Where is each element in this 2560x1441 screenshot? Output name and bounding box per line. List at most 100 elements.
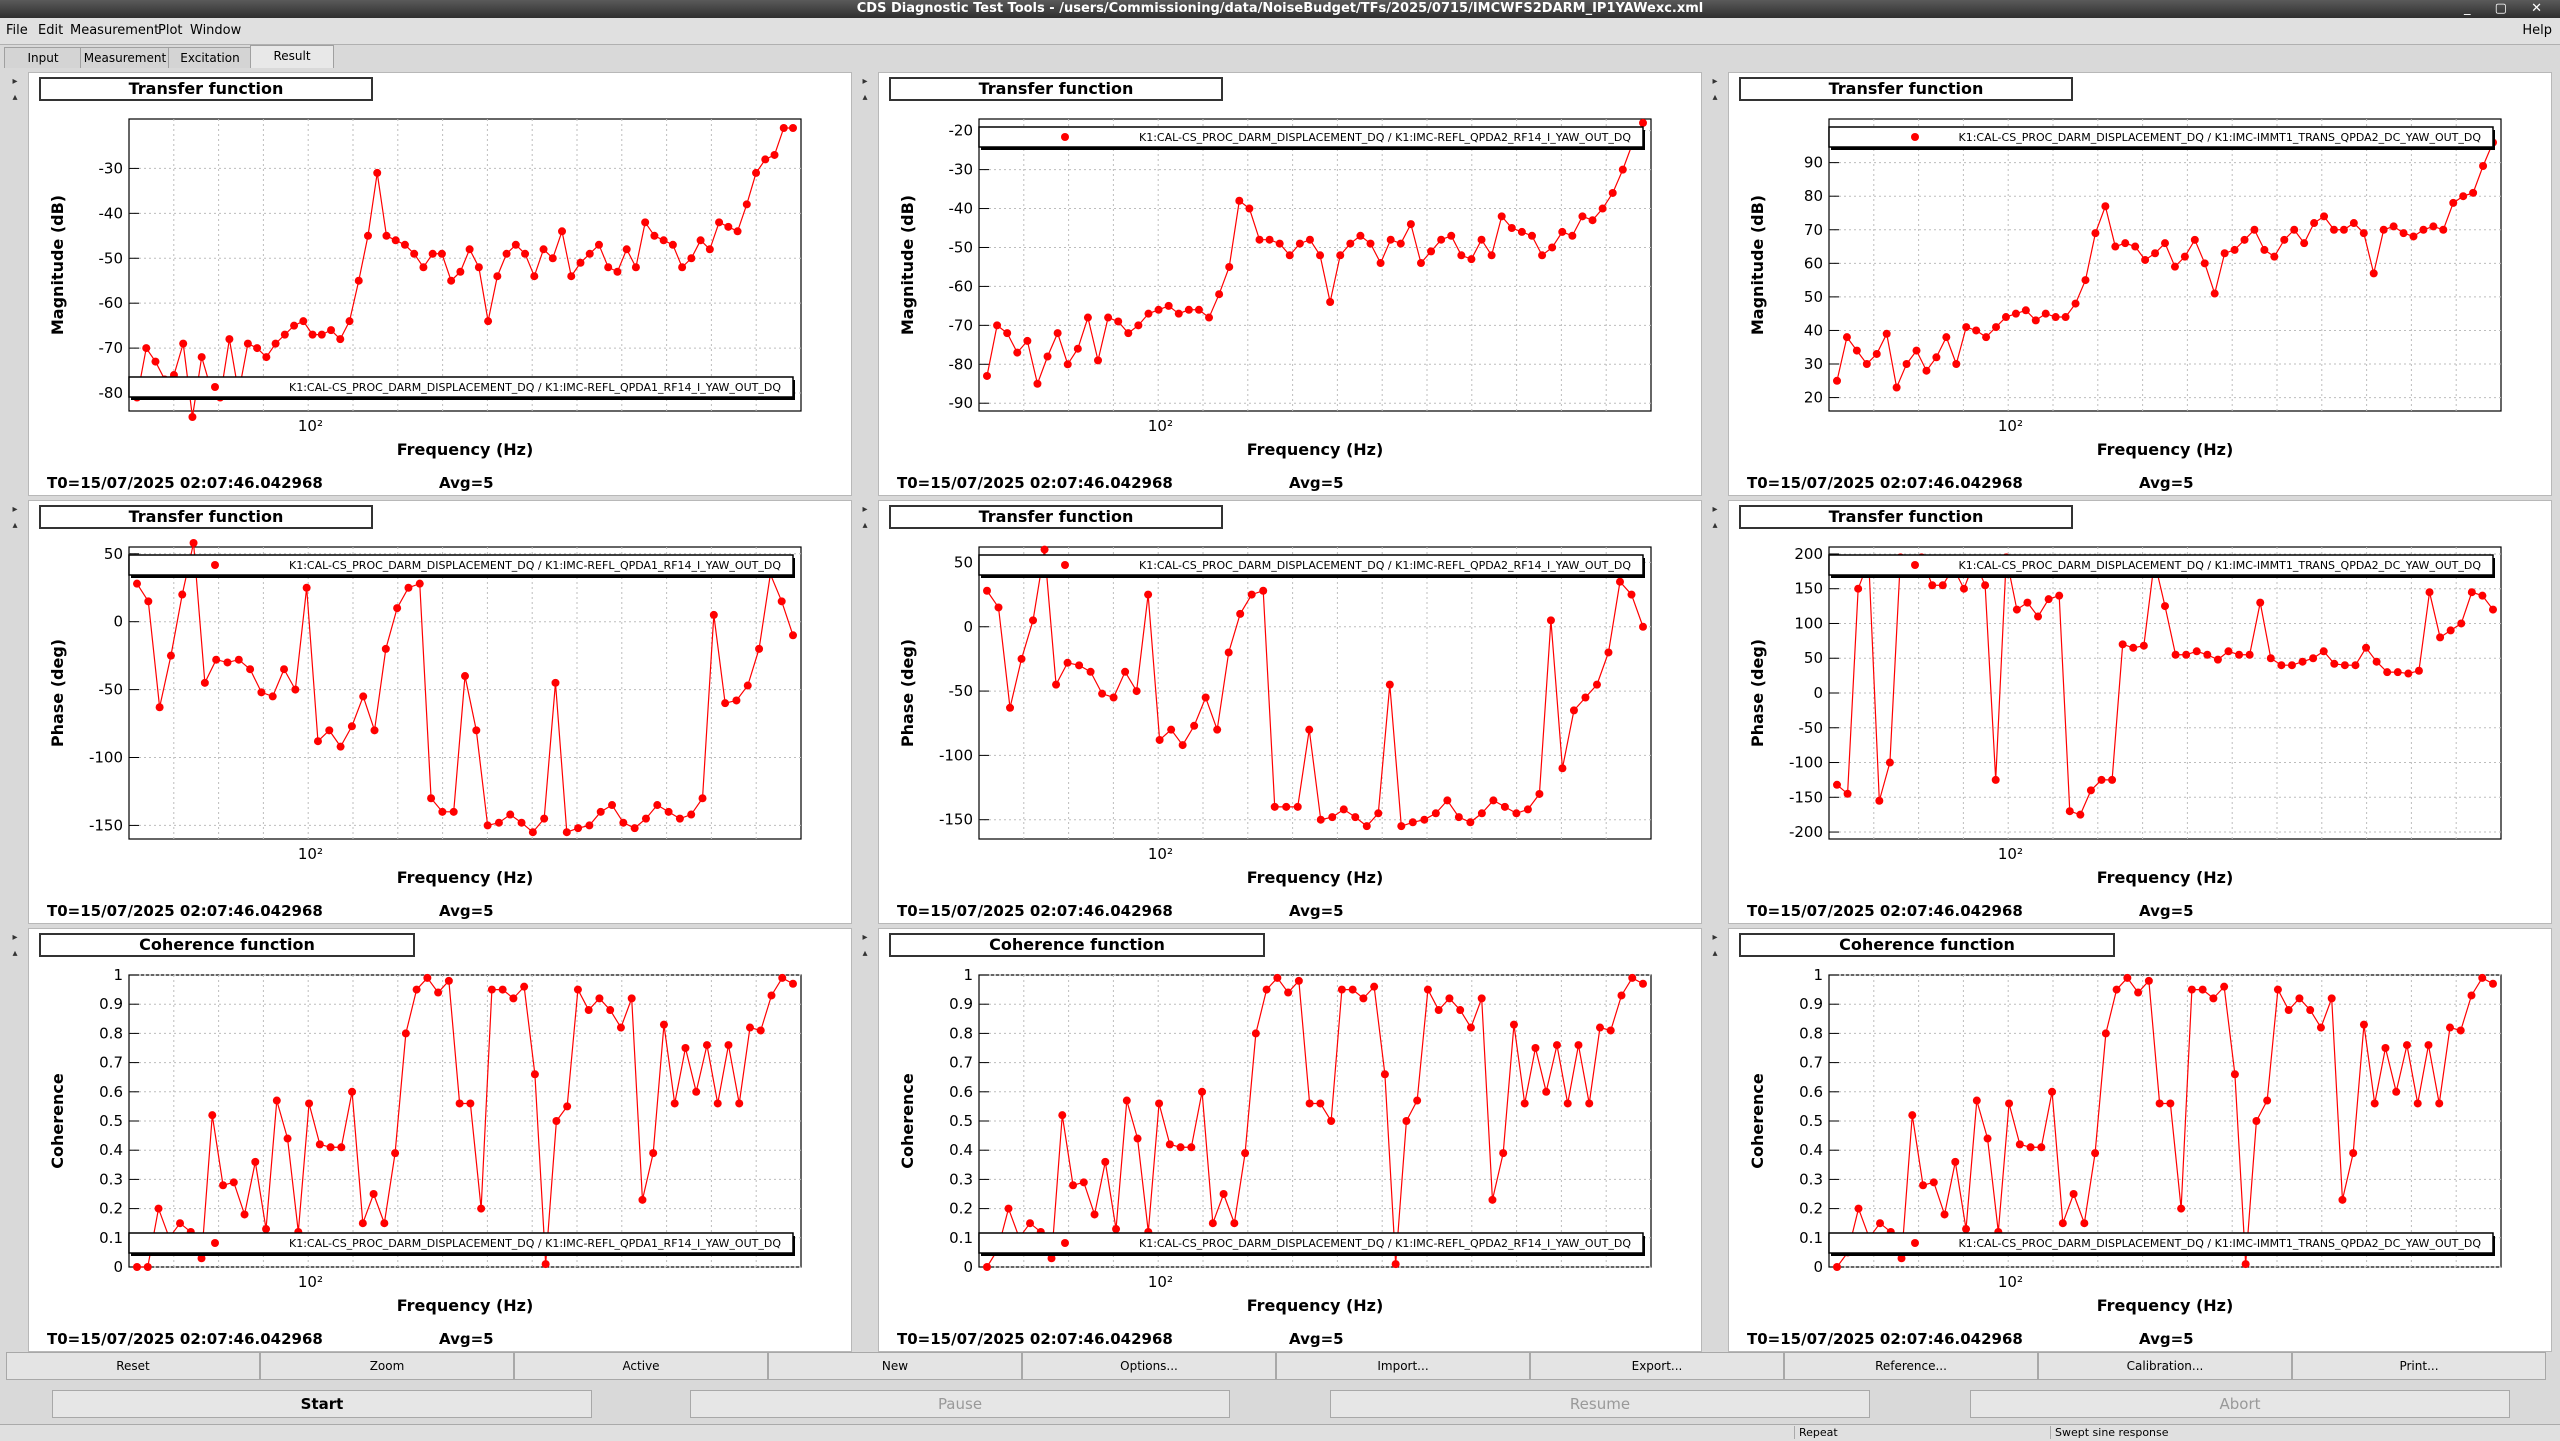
arrow-up-icon[interactable]: ▴ (1712, 948, 1718, 959)
legend-box[interactable]: K1:CAL-CS_PROC_DARM_DISPLACEMENT_DQ / K1… (1828, 554, 2495, 578)
pad-scroll-arrows[interactable]: ▸ ▴ (858, 74, 872, 106)
arrow-right-icon[interactable]: ▸ (12, 504, 18, 515)
data-point (1328, 813, 1337, 822)
tab-input[interactable]: Input (4, 47, 82, 68)
arrow-right-icon[interactable]: ▸ (862, 932, 868, 943)
pause-button[interactable]: Pause (690, 1390, 1230, 1418)
plot-canvas[interactable]: 1 0.9 0.8 0.7 0.6 0.5 0.4 0.3 0.2 0.1 0 10² Frequenc… (29, 929, 851, 1327)
arrow-right-icon[interactable]: ▸ (862, 76, 868, 87)
plot-footer: T0=15/07/2025 02:07:46.042968 Avg=5 (29, 899, 851, 923)
plot-panel[interactable]: Coherence function 1 0.9 0.8 0.7 0.6 0.5 0.4 0.3… (1728, 928, 2552, 1352)
plot-canvas[interactable]: 1 0.9 0.8 0.7 0.6 0.5 0.4 0.3 0.2 0.1 0 10² Frequenc… (879, 929, 1701, 1327)
legend-box[interactable]: K1:CAL-CS_PROC_DARM_DISPLACEMENT_DQ / K1… (1828, 126, 2495, 150)
legend-box[interactable]: K1:CAL-CS_PROC_DARM_DISPLACEMENT_DQ / K1… (128, 554, 795, 578)
arrow-up-icon[interactable]: ▴ (12, 92, 18, 103)
pad-scroll-arrows[interactable]: ▸ ▴ (1708, 74, 1722, 106)
data-point (777, 597, 786, 606)
data-point (745, 1023, 754, 1032)
plot-canvas[interactable]: 50 0 -50 -100 -150 10² Frequency (Hz) Phase (de… (879, 501, 1701, 899)
tab-measurement[interactable]: Measurement (80, 47, 170, 68)
arrow-right-icon[interactable]: ▸ (12, 76, 18, 87)
abort-button[interactable]: Abort (1970, 1390, 2510, 1418)
data-point (2026, 1143, 2035, 1152)
arrow-right-icon[interactable]: ▸ (1712, 76, 1718, 87)
arrow-right-icon[interactable]: ▸ (1712, 504, 1718, 515)
data-point (1327, 1117, 1336, 1125)
arrow-up-icon[interactable]: ▴ (862, 92, 868, 103)
plot-canvas[interactable]: 90 80 70 60 50 40 30 20 10² Frequency (Hz) Magnitu… (1729, 73, 2551, 471)
arrow-up-icon[interactable]: ▴ (12, 948, 18, 959)
reference-button[interactable]: Reference... (1784, 1352, 2038, 1380)
print-button[interactable]: Print... (2292, 1352, 2546, 1380)
plot-panel[interactable]: Transfer function -30 -40 -50 -60 -70 -80 10² Fr… (28, 72, 852, 496)
import-button[interactable]: Import... (1276, 1352, 1530, 1380)
plot-canvas[interactable]: 1 0.9 0.8 0.7 0.6 0.5 0.4 0.3 0.2 0.1 0 10² Frequenc… (1729, 929, 2551, 1327)
data-point (1236, 609, 1245, 618)
export-button[interactable]: Export... (1530, 1352, 1784, 1380)
plot-canvas[interactable]: -20 -30 -40 -50 -60 -70 -80 -90 10² Frequency (Hz… (879, 73, 1701, 471)
pad-scroll-arrows[interactable]: ▸ ▴ (858, 930, 872, 962)
calibration-button[interactable]: Calibration... (2038, 1352, 2292, 1380)
active-button[interactable]: Active (514, 1352, 768, 1380)
legend-box[interactable]: K1:CAL-CS_PROC_DARM_DISPLACEMENT_DQ / K1… (978, 554, 1645, 578)
plot-canvas[interactable]: 200 150 100 50 0 -50 -100 -150 -200 10² Frequency … (1729, 501, 2551, 899)
data-point (1938, 581, 1947, 590)
legend-box[interactable]: K1:CAL-CS_PROC_DARM_DISPLACEMENT_DQ / K1… (1828, 1232, 2495, 1256)
data-point (1359, 994, 1368, 1003)
arrow-right-icon[interactable]: ▸ (1712, 932, 1718, 943)
data-point (2151, 249, 2160, 258)
plot-panel[interactable]: Transfer function 90 80 70 60 50 40 30 20 10² Freq… (1728, 72, 2552, 496)
options-button[interactable]: Options... (1022, 1352, 1276, 1380)
plot-panel[interactable]: Transfer function 50 0 -50 -100 -150 10² Freque… (28, 500, 852, 924)
reset-button[interactable]: Reset (6, 1352, 260, 1380)
tab-result[interactable]: Result (250, 45, 334, 68)
plot-panel[interactable]: Coherence function 1 0.9 0.8 0.7 0.6 0.5 0.4 0.3… (28, 928, 852, 1352)
x-axis-label: Frequency (Hz) (1247, 440, 1384, 459)
legend-box[interactable]: K1:CAL-CS_PROC_DARM_DISPLACEMENT_DQ / K1… (128, 1232, 795, 1256)
arrow-up-icon[interactable]: ▴ (1712, 92, 1718, 103)
start-button[interactable]: Start (52, 1390, 592, 1418)
plot-canvas[interactable]: 50 0 -50 -100 -150 10² Frequency (Hz) Phase (de… (29, 501, 851, 899)
legend-box[interactable]: K1:CAL-CS_PROC_DARM_DISPLACEMENT_DQ / K1… (978, 126, 1645, 150)
arrow-right-icon[interactable]: ▸ (12, 932, 18, 943)
data-point (2134, 988, 2143, 997)
tab-excitation[interactable]: Excitation (168, 47, 252, 68)
legend-box[interactable]: K1:CAL-CS_PROC_DARM_DISPLACEMENT_DQ / K1… (978, 1232, 1645, 1256)
pad-scroll-arrows[interactable]: ▸ ▴ (8, 502, 22, 534)
arrow-right-icon[interactable]: ▸ (862, 504, 868, 515)
resume-button[interactable]: Resume (1330, 1390, 1870, 1418)
window-controls[interactable]: _ ▢ ✕ (2464, 1, 2552, 16)
data-point (2123, 973, 2132, 982)
menu-edit[interactable]: Edit (38, 23, 64, 38)
plot-panel[interactable]: Coherence function 1 0.9 0.8 0.7 0.6 0.5 0.4 0.3… (878, 928, 1702, 1352)
pad-scroll-arrows[interactable]: ▸ ▴ (1708, 502, 1722, 534)
data-point (246, 665, 255, 674)
averages-label: Avg=5 (439, 902, 494, 920)
legend-box[interactable]: K1:CAL-CS_PROC_DARM_DISPLACEMENT_DQ / K1… (128, 376, 795, 400)
arrow-up-icon[interactable]: ▴ (12, 520, 18, 531)
plot-panel[interactable]: Transfer function -20 -30 -40 -50 -60 -70 -80 -9… (878, 72, 1702, 496)
data-point (2284, 1006, 2293, 1015)
plot-panel[interactable]: Transfer function 50 0 -50 -100 -150 10² Freque… (878, 500, 1702, 924)
arrow-up-icon[interactable]: ▴ (1712, 520, 1718, 531)
menu-help[interactable]: Help (2522, 23, 2552, 38)
arrow-up-icon[interactable]: ▴ (862, 948, 868, 959)
menu-plot[interactable]: Plot (158, 23, 183, 38)
menu-window[interactable]: Window (190, 23, 242, 38)
menu-measurement[interactable]: Measurement (70, 23, 160, 38)
pad-scroll-arrows[interactable]: ▸ ▴ (858, 502, 872, 534)
zoom-button[interactable]: Zoom (260, 1352, 514, 1380)
plot-canvas[interactable]: -30 -40 -50 -60 -70 -80 10² Frequency (Hz) Magni… (29, 73, 851, 471)
menu-file[interactable]: File (6, 23, 28, 38)
new-button[interactable]: New (768, 1352, 1022, 1380)
plot-panel[interactable]: Transfer function 200 150 100 50 0 -50 -100 -150… (1728, 500, 2552, 924)
y-tick-label: -70 (99, 339, 124, 357)
pad-scroll-arrows[interactable]: ▸ ▴ (8, 930, 22, 962)
arrow-up-icon[interactable]: ▴ (862, 520, 868, 531)
data-point (1273, 973, 1282, 982)
pad-scroll-arrows[interactable]: ▸ ▴ (8, 74, 22, 106)
data-point (530, 1070, 539, 1079)
data-point (382, 231, 391, 240)
data-point (2224, 647, 2233, 656)
pad-scroll-arrows[interactable]: ▸ ▴ (1708, 930, 1722, 962)
